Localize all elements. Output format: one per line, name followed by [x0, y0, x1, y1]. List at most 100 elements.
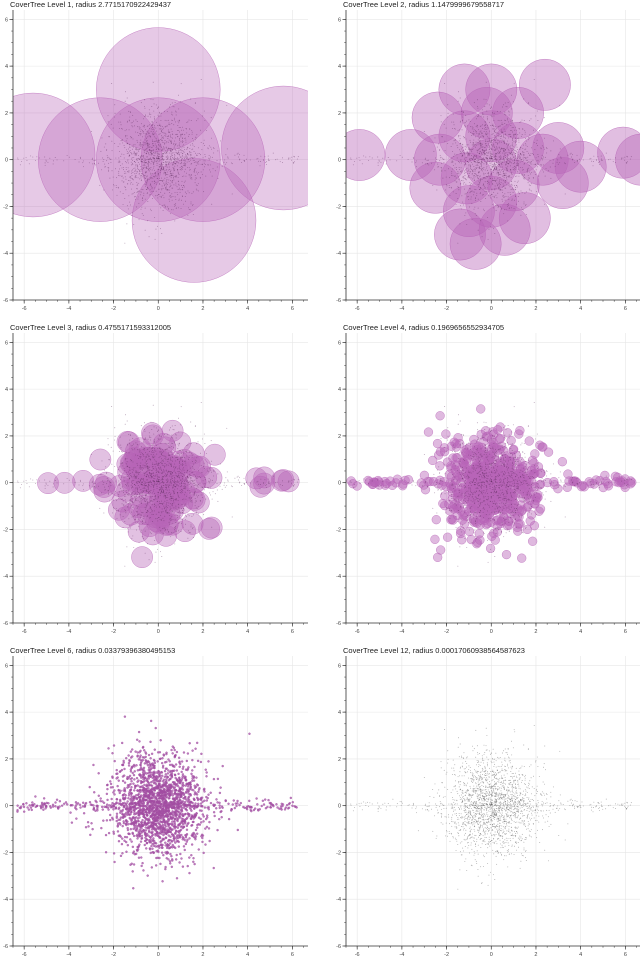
- data-point: [495, 129, 497, 131]
- data-point: [474, 168, 475, 170]
- data-point: [540, 147, 542, 149]
- data-point: [517, 191, 519, 193]
- data-point: [460, 162, 462, 164]
- data-point: [139, 143, 141, 145]
- x-tick-label: 0: [157, 306, 160, 312]
- data-point: [190, 201, 192, 203]
- data-point: [49, 157, 51, 159]
- data-point: [498, 172, 500, 173]
- data-point: [106, 478, 108, 479]
- data-point: [178, 510, 180, 512]
- data-point: [181, 490, 183, 492]
- data-point: [191, 192, 193, 194]
- data-point: [514, 185, 516, 187]
- data-point: [152, 127, 153, 128]
- data-point: [133, 156, 135, 158]
- data-point: [142, 522, 144, 524]
- data-point: [473, 161, 475, 163]
- data-point: [126, 444, 128, 446]
- plot-content: [17, 402, 300, 569]
- data-point: [188, 159, 190, 160]
- data-point: [173, 507, 175, 509]
- cover-circle: [156, 513, 179, 535]
- data-point: [176, 176, 177, 178]
- data-point: [112, 176, 114, 178]
- data-point: [499, 166, 501, 168]
- data-point: [160, 492, 162, 494]
- data-point: [106, 160, 108, 162]
- data-point: [154, 475, 156, 477]
- data-point: [127, 485, 129, 487]
- data-point: [156, 162, 158, 164]
- data-point: [462, 176, 464, 178]
- data-point: [119, 161, 121, 163]
- data-point: [148, 154, 150, 156]
- data-point: [162, 488, 163, 490]
- data-point: [142, 487, 144, 489]
- data-point: [498, 185, 500, 187]
- data-point: [172, 158, 174, 160]
- data-point: [131, 448, 133, 450]
- data-point: [173, 481, 175, 483]
- data-point: [470, 155, 472, 157]
- data-point: [126, 151, 128, 153]
- data-point: [177, 511, 179, 513]
- data-point: [151, 160, 153, 162]
- data-point: [161, 155, 163, 157]
- data-point: [542, 164, 544, 166]
- data-point: [124, 423, 126, 425]
- data-point: [142, 479, 144, 480]
- data-point: [470, 149, 472, 151]
- data-point: [142, 144, 144, 146]
- data-point: [507, 158, 509, 160]
- data-point: [160, 520, 162, 522]
- data-point: [473, 157, 475, 159]
- data-point: [162, 480, 163, 482]
- data-point: [131, 492, 133, 494]
- data-point: [195, 500, 197, 502]
- data-point: [66, 155, 68, 157]
- data-point: [193, 162, 195, 163]
- data-point: [471, 126, 473, 128]
- data-point: [129, 204, 131, 206]
- data-point: [165, 135, 167, 137]
- data-point: [149, 451, 151, 453]
- data-point: [154, 466, 156, 468]
- data-point: [149, 447, 150, 449]
- data-point: [467, 144, 469, 146]
- data-point: [152, 153, 154, 155]
- data-point: [491, 144, 493, 146]
- data-point: [160, 120, 162, 121]
- data-point: [626, 161, 628, 163]
- data-point: [190, 178, 192, 180]
- data-point: [178, 119, 180, 121]
- data-point: [170, 173, 172, 175]
- data-point: [570, 152, 572, 154]
- data-point: [163, 471, 165, 473]
- data-point: [175, 144, 176, 145]
- data-point: [93, 162, 95, 164]
- data-point: [465, 172, 467, 173]
- data-point: [173, 147, 175, 149]
- data-point: [156, 159, 158, 161]
- data-point: [153, 451, 155, 453]
- data-point: [163, 182, 165, 184]
- data-point: [166, 464, 168, 466]
- data-point: [518, 200, 519, 202]
- data-point: [506, 142, 508, 144]
- data-point: [516, 185, 518, 187]
- data-point: [122, 177, 124, 179]
- data-point: [171, 442, 173, 444]
- data-point: [156, 147, 158, 149]
- data-point: [225, 477, 227, 479]
- data-point: [168, 447, 170, 448]
- data-point: [490, 173, 492, 175]
- data-point: [135, 492, 137, 494]
- data-point: [246, 158, 247, 160]
- data-point: [505, 174, 507, 176]
- data-point: [111, 170, 113, 172]
- data-point: [169, 454, 171, 456]
- data-point: [146, 150, 148, 152]
- data-point: [503, 151, 505, 153]
- data-point: [193, 473, 195, 475]
